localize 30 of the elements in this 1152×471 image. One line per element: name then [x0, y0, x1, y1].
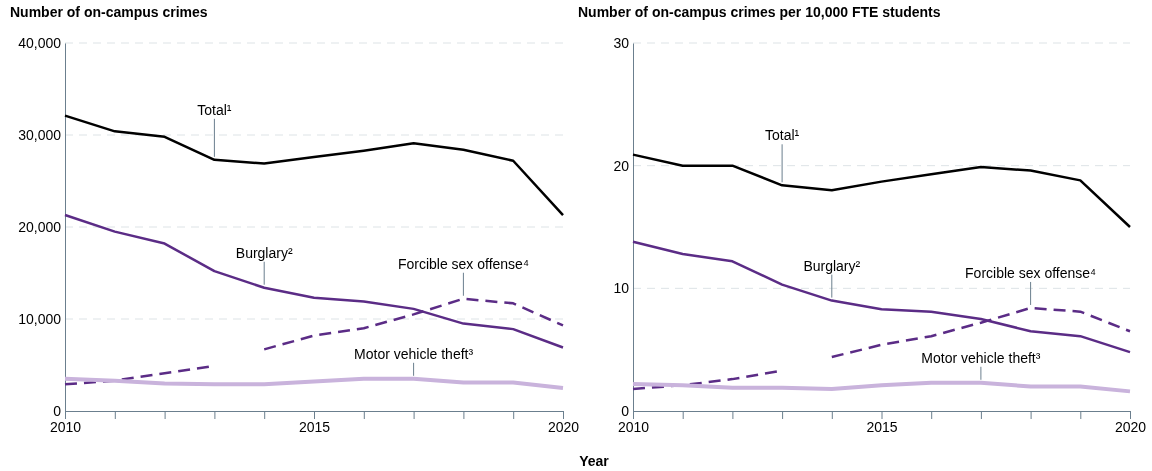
y-tick-label: 40,000 — [18, 34, 62, 51]
series-label: Motor vehicle theft³ — [354, 345, 474, 362]
x-tick-label: 2010 — [617, 418, 650, 435]
x-tick-label: 2015 — [866, 418, 898, 435]
y-tick-label: 30 — [613, 34, 630, 51]
x-tick-label: 2020 — [547, 418, 580, 435]
chart-title: Number of on-campus crimes per 10,000 FTE students — [578, 4, 941, 20]
text: Total¹ — [764, 127, 800, 144]
y-tick-label: 0 — [621, 402, 630, 419]
line-series — [631, 153, 1132, 229]
line-series — [631, 380, 1132, 394]
y-tick-label: 30,000 — [18, 126, 62, 143]
series-label: Burglary² — [803, 257, 861, 274]
line-series — [63, 376, 565, 390]
x-axis-title: Year — [579, 453, 610, 469]
y-tick-label: 20 — [613, 157, 630, 174]
text: Forcible sex offense⁴ — [397, 255, 529, 272]
text: Forcible sex offense⁴ — [965, 264, 1097, 281]
y-tick-label: 0 — [53, 402, 62, 419]
text: Total¹ — [197, 101, 232, 118]
y-tick-label: 10 — [613, 280, 630, 297]
x-tick-label: 2015 — [298, 418, 331, 435]
series-label: Burglary² — [235, 244, 293, 261]
x-tick-label: 2020 — [1114, 418, 1147, 435]
x-tick-label: 2010 — [49, 418, 82, 435]
y-tick-label: 20,000 — [18, 218, 62, 235]
chart-title: Number of on-campus crimes — [10, 4, 208, 20]
y-tick-label: 10,000 — [18, 310, 62, 327]
series-label: Motor vehicle theft³ — [921, 349, 1041, 366]
line-series — [63, 114, 565, 217]
